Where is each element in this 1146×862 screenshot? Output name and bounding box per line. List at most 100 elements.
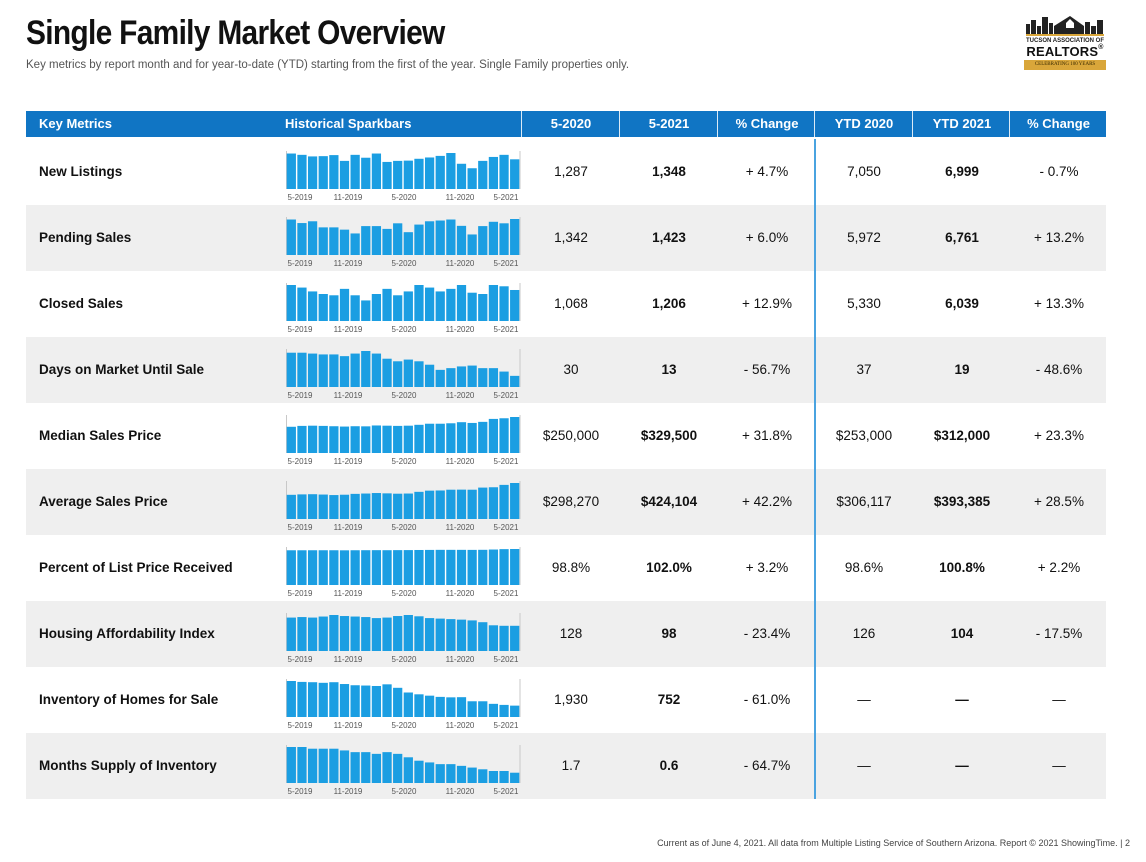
sparkbar-chart: 5-2019 11-2019 5-2020 11-2020 5-2021 (286, 613, 521, 664)
sparkbar-tick-label: 11-2019 (334, 391, 363, 400)
sparkbar (456, 163, 467, 189)
sparkbar (307, 550, 318, 585)
value-month-change: + 31.8% (742, 428, 792, 443)
sparkbar (456, 549, 467, 585)
sparkbar (361, 493, 371, 519)
value-month-2021: 752 (657, 692, 681, 707)
value-ytd-2021: $393,385 (933, 494, 991, 509)
sparkbar (456, 285, 467, 321)
sparkbar (382, 425, 392, 453)
sparkbar (456, 765, 467, 783)
sparkbar-tick-label: 5-2019 (288, 325, 313, 334)
sparkbar (446, 219, 456, 255)
sparkbar (361, 617, 371, 651)
sparkbar (403, 692, 413, 717)
sparkbar-chart: 5-2019 11-2019 5-2020 11-2020 5-2021 (286, 283, 521, 334)
value-month-2021: 98 (661, 626, 677, 641)
sparkbar (488, 221, 499, 255)
sparkbar (361, 226, 371, 255)
metric-name: Days on Market Until Sale (39, 362, 205, 377)
sparkbar (371, 618, 382, 651)
value-ytd-change: - 48.6% (1035, 362, 1083, 377)
sparkbar (510, 705, 520, 717)
sparkbar (467, 168, 477, 189)
sparkbar-tick-label: 11-2020 (446, 655, 475, 664)
table-row: Pending Sales 1,342 1,423 + 6.0% 5,972 6,761 +… (26, 205, 1106, 271)
sparkbar (446, 697, 456, 717)
sparkbar (318, 425, 328, 453)
sparkbar (424, 762, 435, 783)
sparkbar (318, 494, 328, 519)
sparkbar (361, 157, 371, 189)
sparkbar (318, 682, 328, 717)
sparkbar (446, 549, 456, 585)
sparkbar (339, 288, 350, 321)
sparkbar-tick-label: 5-2020 (392, 325, 417, 334)
sparkbar-chart: 5-2019 11-2019 5-2020 11-2020 5-2021 (286, 151, 521, 202)
sparkbar (488, 771, 499, 783)
sparkbar (361, 752, 371, 783)
sparkbar (393, 361, 403, 387)
sparkbar (424, 287, 435, 321)
sparkbar (318, 227, 328, 255)
sparkbar-tick-label: 11-2020 (446, 523, 475, 532)
sparkbar (456, 422, 467, 453)
sparkbar (499, 154, 509, 189)
sparkbar (435, 764, 445, 783)
sparkbar-tick-label: 5-2021 (494, 589, 519, 598)
sparkbar (510, 772, 520, 783)
sparkbar (329, 354, 339, 387)
sparkbar (307, 291, 318, 321)
sparkbar (478, 549, 488, 585)
value-month-2020: 1,068 (554, 296, 588, 311)
sparkbar (329, 748, 339, 783)
sparkbar (350, 493, 360, 519)
sparkbar (424, 423, 435, 453)
sparkbar (382, 288, 392, 321)
sparkbar (361, 300, 371, 321)
sparkbar (393, 160, 403, 189)
sparkbar (318, 354, 328, 387)
sparkbar-tick-label: 5-2019 (288, 193, 313, 202)
sparkbar (478, 368, 488, 387)
sparkbar (467, 767, 477, 783)
sparkbar (414, 158, 424, 189)
sparkbar (499, 223, 509, 255)
sparkbar (339, 750, 350, 783)
metric-name: Inventory of Homes for Sale (39, 692, 219, 707)
sparkbar (446, 764, 456, 783)
logo-line-association: TUCSON ASSOCIATION OF (1026, 38, 1104, 44)
sparkbar (286, 426, 296, 453)
sparkbar (403, 232, 413, 255)
metric-name: Housing Affordability Index (39, 626, 215, 641)
sparkbar (350, 616, 360, 651)
sparkbar (510, 549, 520, 585)
sparkbar (403, 615, 413, 651)
value-month-change: + 3.2% (745, 560, 789, 575)
association-logo: TUCSON ASSOCIATION OF REALTORS® CELEBRAT… (1022, 14, 1108, 72)
sparkbar (488, 487, 499, 519)
sparkbar (286, 617, 296, 651)
table-row: Average Sales Price $298,270 $424,104 + 42.… (26, 469, 1106, 535)
value-month-change: - 61.0% (743, 692, 791, 707)
value-ytd-2020: 98.6% (844, 560, 884, 575)
sparkbar (339, 550, 350, 585)
sparkbar (329, 155, 339, 189)
sparkbar-tick-label: 5-2020 (392, 259, 417, 268)
sparkbar (456, 225, 467, 255)
sparkbar (478, 769, 488, 783)
sparkbar (329, 495, 339, 519)
sparkbar-tick-label: 5-2020 (392, 193, 417, 202)
sparkbar-tick-label: 11-2019 (334, 259, 363, 268)
value-ytd-change: - 0.7% (1039, 164, 1079, 179)
value-month-change: + 6.0% (745, 230, 789, 245)
sparkbar (329, 295, 339, 321)
sparkbar-tick-label: 5-2020 (392, 589, 417, 598)
value-month-2021: 1,206 (652, 296, 686, 311)
sparkbar (446, 423, 456, 453)
sparkbar (435, 618, 445, 651)
value-month-2020: 1,287 (554, 164, 588, 179)
sparkbar-tick-label: 5-2020 (392, 655, 417, 664)
logo-line-centennial: CELEBRATING 100 YEARS (1024, 60, 1106, 70)
sparkbar (350, 752, 360, 783)
